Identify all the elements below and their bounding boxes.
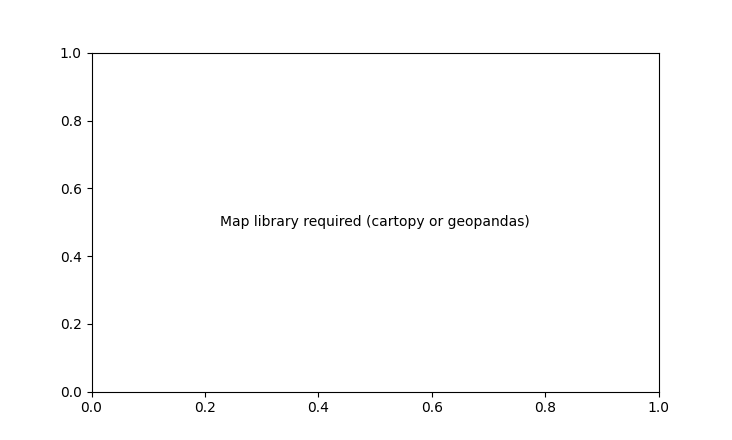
Text: Map library required (cartopy or geopandas): Map library required (cartopy or geopand…	[220, 215, 530, 229]
